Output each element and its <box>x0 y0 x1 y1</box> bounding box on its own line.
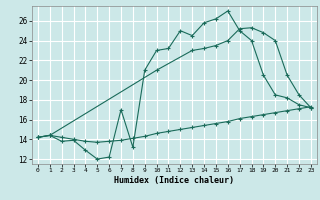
X-axis label: Humidex (Indice chaleur): Humidex (Indice chaleur) <box>115 176 234 185</box>
